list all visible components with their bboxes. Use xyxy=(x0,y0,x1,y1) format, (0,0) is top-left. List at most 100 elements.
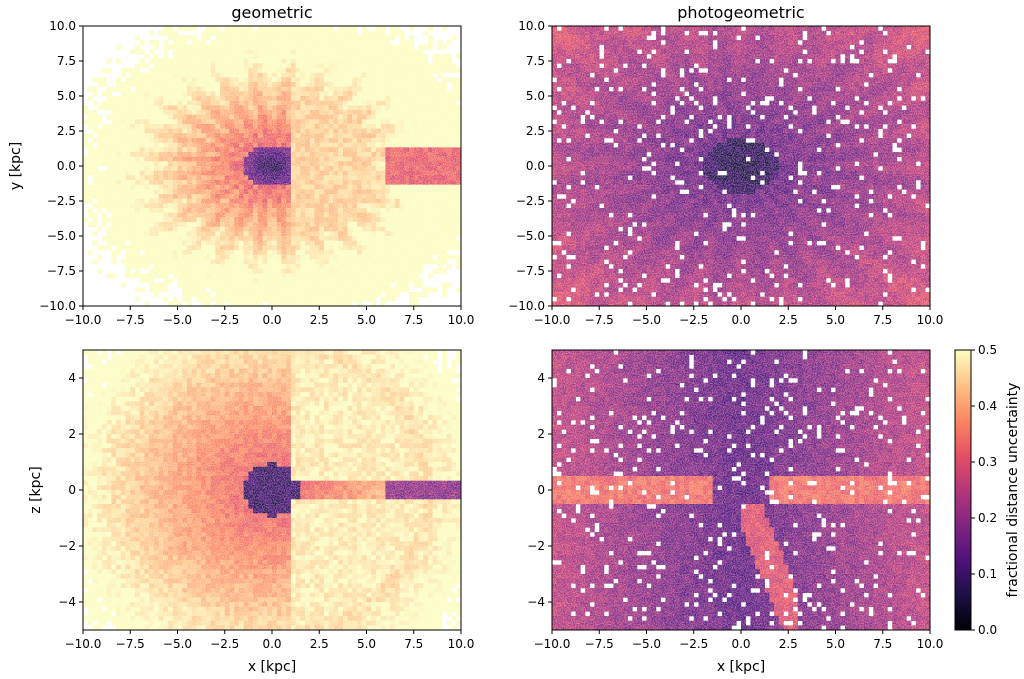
heatmap-cell xyxy=(357,128,363,134)
heatmap-cell xyxy=(172,82,178,87)
heatmap-cell xyxy=(442,254,448,260)
heatmap-cell xyxy=(366,208,372,213)
heatmap-cell xyxy=(456,114,462,120)
heatmap-cell xyxy=(608,100,614,106)
heatmap-cell xyxy=(328,86,334,92)
heatmap-cell xyxy=(186,86,192,92)
heatmap-cell xyxy=(101,152,107,157)
heatmap-cell xyxy=(418,156,424,162)
heatmap-cell xyxy=(427,44,433,50)
heatmap-cell xyxy=(361,44,367,50)
heatmap-cell xyxy=(305,296,311,302)
heatmap-cell xyxy=(437,259,443,265)
heatmap-cell xyxy=(158,114,164,120)
heatmap-cell xyxy=(599,100,605,106)
heatmap-cell xyxy=(153,208,159,213)
heatmap-cell xyxy=(418,170,424,176)
heatmap-cell xyxy=(177,26,183,31)
heatmap-cell xyxy=(243,35,249,41)
heatmap-cell xyxy=(144,110,150,115)
heatmap-cell xyxy=(333,170,339,176)
heatmap-cell xyxy=(323,77,329,83)
heatmap-cell xyxy=(399,161,405,167)
heatmap-cell xyxy=(238,119,244,125)
heatmap-cell xyxy=(201,49,207,55)
heatmap-cell xyxy=(120,156,126,162)
heatmap-cell xyxy=(182,264,188,269)
heatmap-cell xyxy=(125,68,131,73)
heatmap-cell xyxy=(158,250,164,255)
heatmap-cell xyxy=(418,226,424,232)
heatmap-cell xyxy=(305,194,311,199)
heatmap-cell xyxy=(390,100,396,106)
heatmap-cell xyxy=(234,30,240,36)
heatmap-cell xyxy=(201,278,207,283)
heatmap-cell xyxy=(125,268,131,274)
heatmap-cell xyxy=(328,231,334,237)
heatmap-cell xyxy=(257,175,263,181)
heatmap-cell xyxy=(442,128,448,134)
heatmap-cell xyxy=(404,208,410,213)
heatmap-cell xyxy=(552,226,558,232)
heatmap-cell xyxy=(153,166,159,171)
heatmap-cell xyxy=(116,58,122,64)
heatmap-cell xyxy=(163,82,169,87)
heatmap-cell xyxy=(120,128,126,134)
heatmap-cell xyxy=(272,189,278,195)
heatmap-cell xyxy=(120,152,126,157)
heatmap-cell xyxy=(423,110,429,115)
heatmap-cell xyxy=(451,217,457,223)
heatmap-cell xyxy=(451,198,457,204)
heatmap-cell xyxy=(371,194,377,199)
heatmap-cell xyxy=(599,142,605,148)
heatmap-cell xyxy=(352,278,358,283)
heatmap-cell xyxy=(134,254,140,260)
heatmap-cell xyxy=(196,240,202,246)
heatmap-cell xyxy=(186,35,192,41)
heatmap-cell xyxy=(267,54,273,59)
heatmap-cell xyxy=(409,44,415,50)
heatmap-cell xyxy=(243,250,249,255)
heatmap-cell xyxy=(248,156,254,162)
heatmap-cell xyxy=(290,175,296,181)
heatmap-cell xyxy=(243,259,249,265)
heatmap-cell xyxy=(191,54,197,59)
heatmap-cell xyxy=(111,138,117,143)
heatmap-cell xyxy=(352,217,358,223)
heatmap-cells xyxy=(83,26,462,307)
heatmap-cell xyxy=(380,119,386,125)
heatmap-cell xyxy=(442,110,448,115)
heatmap-cell xyxy=(224,68,230,73)
heatmap-cell xyxy=(205,198,211,204)
heatmap-cell xyxy=(276,268,282,274)
heatmap-cell xyxy=(182,44,188,50)
heatmap-cell xyxy=(153,198,159,204)
y-tick-label: −2.5 xyxy=(47,194,76,208)
heatmap-cell xyxy=(589,68,595,73)
heatmap-cell xyxy=(149,142,155,148)
heatmap-cell xyxy=(371,82,377,87)
heatmap-cell xyxy=(144,231,150,237)
heatmap-cell xyxy=(248,278,254,283)
heatmap-cell xyxy=(153,44,159,50)
heatmap-cell xyxy=(589,147,595,153)
heatmap-cell xyxy=(361,222,367,227)
heatmap-cell xyxy=(295,161,301,167)
heatmap-cell xyxy=(163,40,169,45)
heatmap-cell xyxy=(92,161,98,167)
heatmap-cell xyxy=(556,166,562,171)
heatmap-cell xyxy=(191,77,197,83)
heatmap-cell xyxy=(177,301,183,307)
heatmap-cell xyxy=(328,166,334,171)
heatmap-cell xyxy=(580,40,586,45)
heatmap-cell xyxy=(608,35,614,41)
heatmap-cell xyxy=(253,226,259,232)
heatmap-cell xyxy=(323,203,329,209)
heatmap-cell xyxy=(380,189,386,195)
heatmap-cell xyxy=(385,222,391,227)
heatmap-cell xyxy=(380,138,386,143)
heatmap-cell xyxy=(323,264,329,269)
heatmap-cell xyxy=(375,222,381,227)
heatmap-cell xyxy=(253,156,259,162)
heatmap-cell xyxy=(342,296,348,302)
